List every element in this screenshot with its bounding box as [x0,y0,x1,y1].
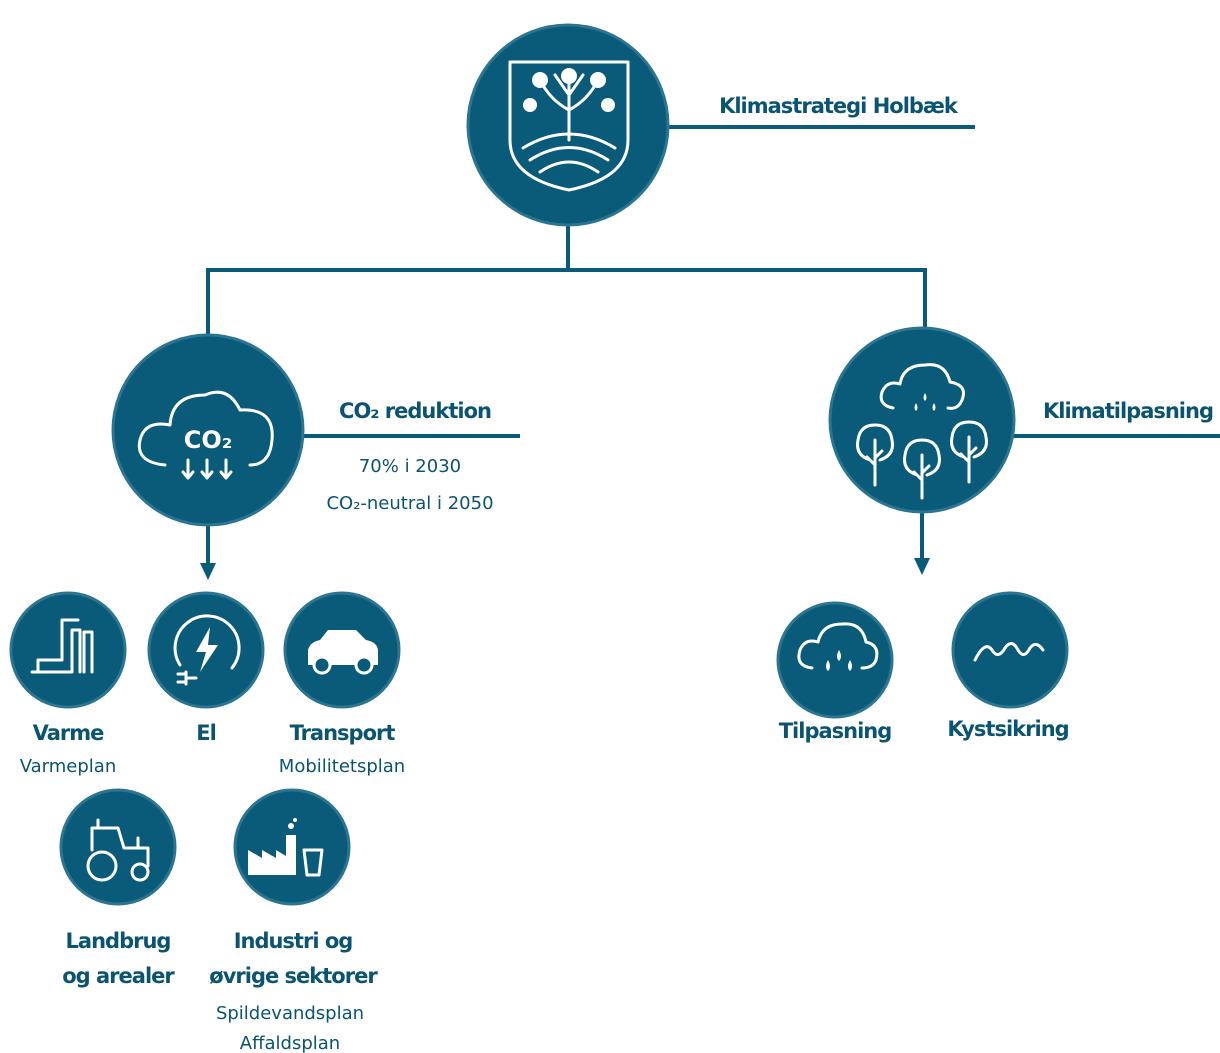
co2-node: CO₂ CO₂ reduktion 70% i 2030 CO₂-neutral… [111,333,494,527]
item-title: Kystsikring [947,717,1068,741]
main-node: Klimastrategi Holbæk [466,23,960,227]
item-title: Landbrug [66,929,171,953]
item-el: El [147,591,265,745]
item-title: El [196,721,216,745]
main-title: Klimastrategi Holbæk [719,94,959,118]
connectors [200,125,1220,580]
item-title: Tilpasning [779,719,892,743]
item-kystsikring: Kystsikring [947,591,1070,741]
item-plan: Affaldsplan [240,1033,340,1053]
item-title: og arealer [62,964,175,988]
item-plan: Varmeplan [20,756,117,777]
adaptation-node: Klimatilpasning [828,326,1214,514]
item-varme: Varme Varmeplan [9,591,127,777]
item-tilpasning: Tilpasning [776,601,894,743]
branch-title: CO₂ reduktion [339,399,491,423]
item-plan: Mobilitetsplan [279,756,405,777]
note: 70% i 2030 [359,456,461,477]
item-plan: Spildevandsplan [216,1003,364,1024]
item-transport: Transport Mobilitetsplan [279,591,405,777]
note: CO₂-neutral i 2050 [326,493,493,514]
item-title: Transport [290,721,396,745]
icon-label: CO₂ [184,426,233,454]
item-landbrug: Landbrug og arealer [59,788,177,988]
item-title: øvrige sektorer [209,964,378,988]
item-title: Industri og [234,929,353,953]
branch-title: Klimatilpasning [1043,399,1213,423]
item-industri: Industri og øvrige sektorer Spildevandsp… [209,788,379,1053]
item-title: Varme [33,721,105,745]
